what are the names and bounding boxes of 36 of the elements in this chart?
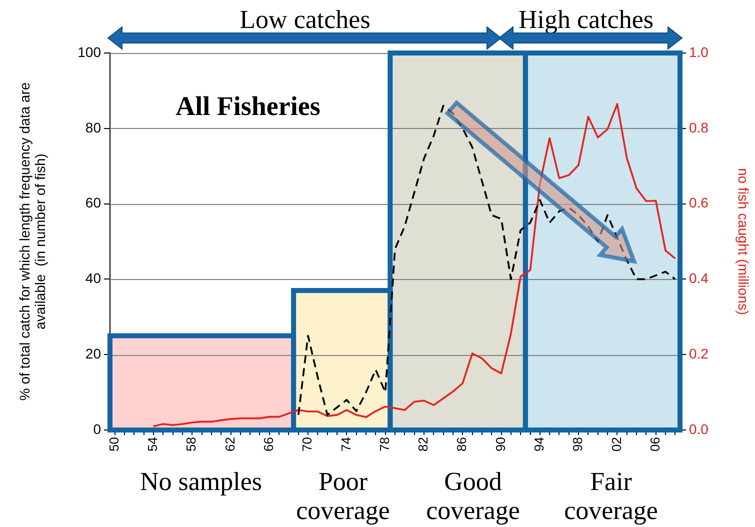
x-tick-label: 98 bbox=[570, 437, 586, 452]
x-tick-label: 94 bbox=[531, 437, 546, 452]
y2-tick-label: 0.0 bbox=[689, 420, 709, 437]
text: All Fisheries bbox=[176, 91, 320, 121]
text: No samples bbox=[140, 467, 262, 496]
x-tick-label: 06 bbox=[647, 437, 662, 452]
y2-tick-label: 0.6 bbox=[689, 194, 709, 211]
x-tick-label: 66 bbox=[260, 437, 276, 452]
y2-tick-label: 0.8 bbox=[689, 119, 709, 136]
y2-tick-label: 1.0 bbox=[689, 44, 709, 60]
x-tick-label: 62 bbox=[222, 437, 238, 452]
text: Good coverage bbox=[426, 467, 520, 525]
x-tick-label: 90 bbox=[492, 437, 508, 452]
x-tick-label: 74 bbox=[338, 437, 354, 452]
y-tick-label: 100 bbox=[78, 44, 102, 60]
text: Fair coverage bbox=[564, 467, 658, 525]
y-tick-label: 80 bbox=[85, 119, 102, 136]
x-tick-label: 70 bbox=[300, 437, 315, 452]
y-tick-label: 40 bbox=[85, 270, 102, 286]
text: Poor coverage bbox=[296, 467, 390, 525]
x-tick-label: 82 bbox=[416, 437, 431, 452]
x-tick-label: 02 bbox=[608, 437, 624, 452]
x-tick-label: 58 bbox=[184, 437, 199, 452]
y-axis-title: % of total catch for which length frequency data are available (in number of fish) bbox=[16, 82, 48, 401]
text: Low catches bbox=[240, 5, 370, 34]
y2-tick-label: 0.2 bbox=[689, 345, 709, 362]
x-tick-label: 78 bbox=[376, 437, 392, 452]
y-tick-label: 0 bbox=[93, 420, 102, 437]
y2-axis-title: no fish caught (millions) bbox=[736, 168, 752, 316]
x-tick-label: 86 bbox=[454, 437, 470, 452]
y-tick-label: 60 bbox=[85, 194, 102, 211]
y2-tick-label: 0.4 bbox=[689, 270, 709, 286]
x-tick-label: 50 bbox=[106, 437, 122, 452]
x-tick-label: 54 bbox=[145, 437, 160, 452]
y-tick-label: 20 bbox=[85, 345, 102, 362]
text: High catches bbox=[518, 5, 654, 34]
